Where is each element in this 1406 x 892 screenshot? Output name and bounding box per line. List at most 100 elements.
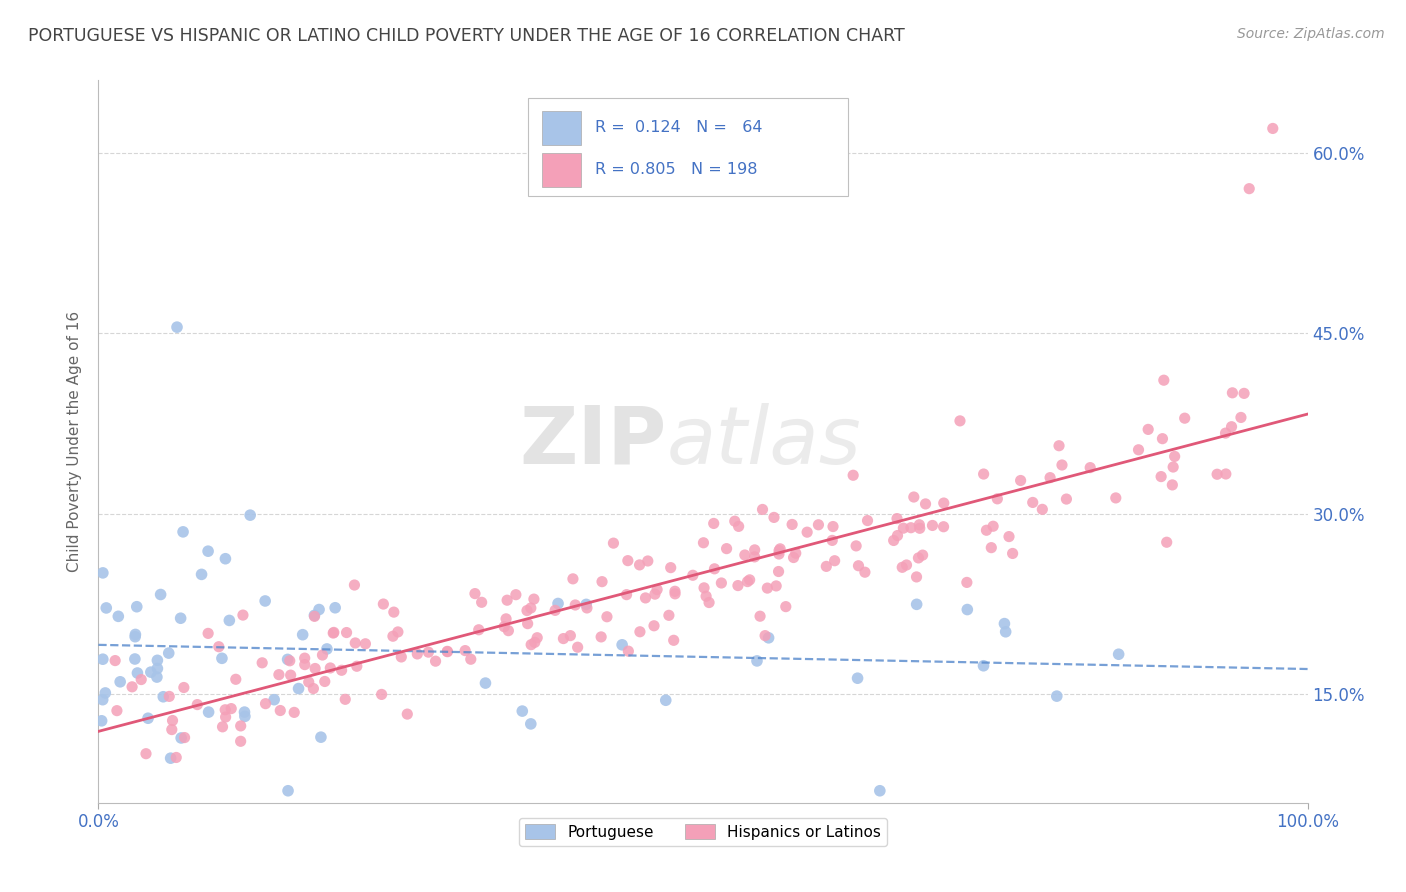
Point (1150, 469, 1173, 483)
Point (520, 638, 543, 652)
Point (602, 536, 624, 550)
Point (197, 705, 219, 719)
Point (316, 642, 339, 657)
Bar (543, 153, 581, 187)
Point (454, 643, 477, 657)
Point (564, 598, 586, 612)
Point (91, 692, 114, 706)
Point (263, 692, 285, 706)
Point (703, 562, 725, 576)
Point (471, 595, 494, 609)
Point (553, 632, 575, 646)
Point (981, 519, 1004, 533)
Point (467, 623, 489, 637)
Point (738, 573, 761, 587)
Point (516, 616, 538, 631)
Point (197, 626, 219, 640)
Point (1047, 439, 1070, 453)
Text: atlas: atlas (666, 402, 862, 481)
Point (716, 541, 738, 556)
Point (891, 560, 914, 574)
Point (283, 706, 305, 720)
Point (780, 517, 803, 532)
Point (373, 597, 395, 611)
Point (464, 586, 486, 600)
Point (949, 414, 972, 428)
Point (1039, 470, 1062, 484)
Point (567, 640, 589, 655)
Point (560, 629, 582, 643)
Point (214, 551, 236, 566)
Point (1237, 182, 1260, 196)
Point (308, 602, 330, 616)
Point (869, 784, 891, 798)
Point (197, 544, 219, 558)
Point (105, 704, 128, 718)
Point (510, 704, 533, 718)
Point (744, 542, 766, 557)
Point (211, 651, 233, 665)
Point (710, 576, 733, 591)
Point (1010, 474, 1032, 488)
Point (846, 671, 869, 685)
Point (526, 631, 548, 645)
Point (768, 565, 790, 579)
Point (314, 674, 336, 689)
Point (165, 750, 187, 764)
Point (634, 591, 657, 605)
Point (769, 541, 792, 556)
Point (645, 582, 668, 597)
Point (907, 550, 929, 565)
Point (643, 619, 665, 633)
Point (277, 784, 299, 798)
Point (932, 520, 955, 534)
Point (1001, 546, 1024, 560)
Point (125, 599, 148, 614)
Point (1233, 386, 1256, 401)
Point (91, 566, 114, 580)
Point (346, 659, 368, 673)
Point (856, 514, 879, 528)
Point (354, 637, 377, 651)
Point (498, 624, 520, 638)
Point (494, 620, 516, 634)
Point (628, 558, 651, 572)
Point (149, 587, 172, 601)
Point (1128, 442, 1150, 457)
Point (436, 644, 458, 658)
Point (460, 652, 482, 666)
Point (520, 601, 543, 615)
Point (387, 624, 409, 639)
Point (655, 693, 678, 707)
Point (697, 595, 720, 609)
Point (304, 609, 326, 624)
Point (267, 667, 290, 681)
Text: Source: ZipAtlas.com: Source: ZipAtlas.com (1237, 27, 1385, 41)
Point (335, 625, 357, 640)
Point (1261, 121, 1284, 136)
Point (815, 559, 838, 574)
Point (139, 665, 162, 680)
Point (905, 598, 928, 612)
Point (382, 605, 405, 619)
Point (173, 681, 195, 695)
Point (775, 599, 797, 614)
Point (516, 603, 538, 617)
Point (124, 627, 146, 641)
Point (396, 707, 419, 722)
Point (1222, 385, 1244, 400)
Point (278, 654, 301, 668)
Point (1220, 419, 1243, 434)
Point (157, 646, 180, 660)
Point (724, 514, 747, 528)
Point (254, 594, 277, 608)
Point (211, 720, 233, 734)
Point (765, 579, 787, 593)
Point (225, 673, 247, 687)
Point (277, 652, 299, 666)
Point (659, 560, 682, 574)
Point (370, 687, 392, 701)
Point (124, 652, 146, 666)
Point (146, 670, 169, 684)
Point (768, 543, 790, 558)
